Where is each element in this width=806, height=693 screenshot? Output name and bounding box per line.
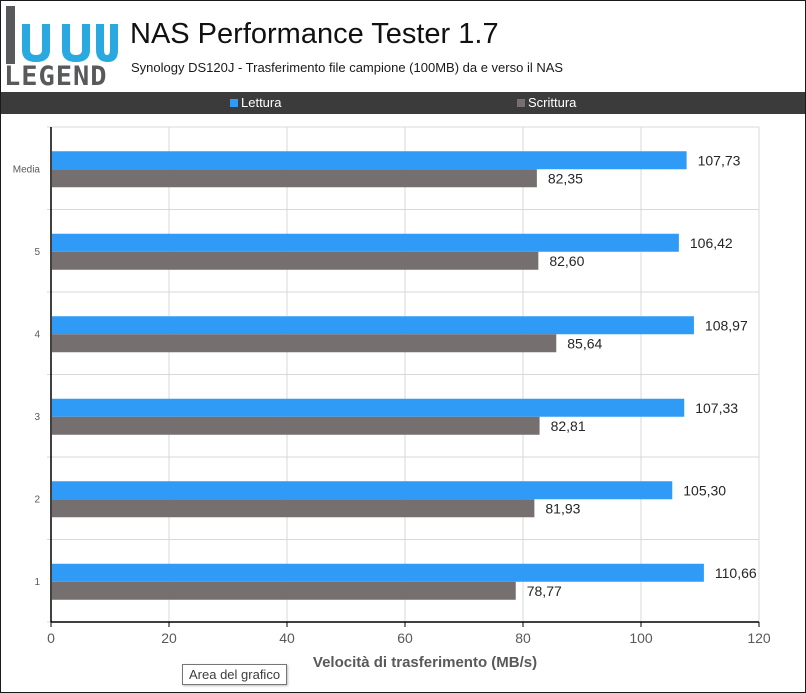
- data-label-write-2: 82,81: [551, 418, 586, 434]
- legend-item-read[interactable]: Lettura: [230, 96, 281, 110]
- data-label-write-0: 78,77: [527, 583, 562, 599]
- x-tick-label-6: 120: [747, 630, 771, 646]
- bar-read-4: [52, 233, 679, 252]
- x-tick-label-5: 100: [629, 630, 653, 646]
- data-label-read-1: 105,30: [683, 482, 726, 498]
- data-label-write-4: 82,60: [549, 253, 584, 269]
- legend-label-read: Lettura: [241, 95, 282, 110]
- x-axis-title: Velocità di trasferimento (MB/s): [313, 654, 537, 671]
- bar-read-0: [52, 563, 704, 582]
- data-label-read-5: 107,73: [698, 152, 741, 168]
- bar-read-1: [52, 481, 673, 500]
- bar-write-3: [52, 334, 557, 353]
- bar-write-0: [52, 581, 516, 600]
- bar-write-2: [52, 416, 540, 435]
- legend-swatch-write: [517, 99, 525, 107]
- x-tick-label-3: 60: [397, 630, 413, 646]
- x-tick-label-0: 0: [47, 630, 55, 646]
- data-label-write-5: 82,35: [548, 170, 583, 186]
- chart-subtitle: Synology DS120J - Trasferimento file cam…: [131, 60, 564, 75]
- x-tick-label-2: 40: [279, 630, 295, 646]
- data-label-write-3: 85,64: [567, 335, 602, 351]
- y-tick-label-4: 5: [34, 247, 40, 258]
- y-tick-label-2: 3: [34, 412, 40, 423]
- x-tick-label-1: 20: [161, 630, 177, 646]
- data-label-read-3: 108,97: [705, 317, 748, 333]
- data-label-read-2: 107,33: [695, 400, 738, 416]
- legend-swatch-read: [230, 99, 238, 107]
- y-tick-label-5: Media: [13, 164, 41, 175]
- logo-wordmark: LEGEND: [4, 61, 108, 92]
- x-tick-label-4: 80: [515, 630, 531, 646]
- bar-read-2: [52, 398, 685, 417]
- bar-read-5: [52, 151, 687, 170]
- y-tick-label-0: 1: [34, 577, 40, 588]
- data-label-read-4: 106,42: [690, 235, 733, 251]
- y-tick-label-1: 2: [34, 494, 40, 505]
- bar-write-4: [52, 251, 539, 270]
- bar-write-5: [52, 169, 537, 188]
- hu-logo-icon: [6, 6, 118, 64]
- bar-read-3: [52, 316, 694, 335]
- y-tick-label-3: 4: [34, 329, 40, 340]
- chart-area-tooltip: Area del grafico: [182, 664, 288, 685]
- legend-bar: [1, 92, 805, 114]
- plot-area[interactable]: 0 20 40 60 80 100 120 Velocità di trasferimento…: [0, 114, 806, 684]
- data-label-read-0: 110,66: [715, 565, 757, 581]
- data-label-write-1: 81,93: [545, 500, 580, 516]
- chart-title: NAS Performance Tester 1.7: [130, 18, 499, 50]
- legend-item-write[interactable]: Scrittura: [517, 96, 576, 110]
- bar-write-1: [52, 499, 535, 518]
- legend-label-write: Scrittura: [528, 95, 577, 110]
